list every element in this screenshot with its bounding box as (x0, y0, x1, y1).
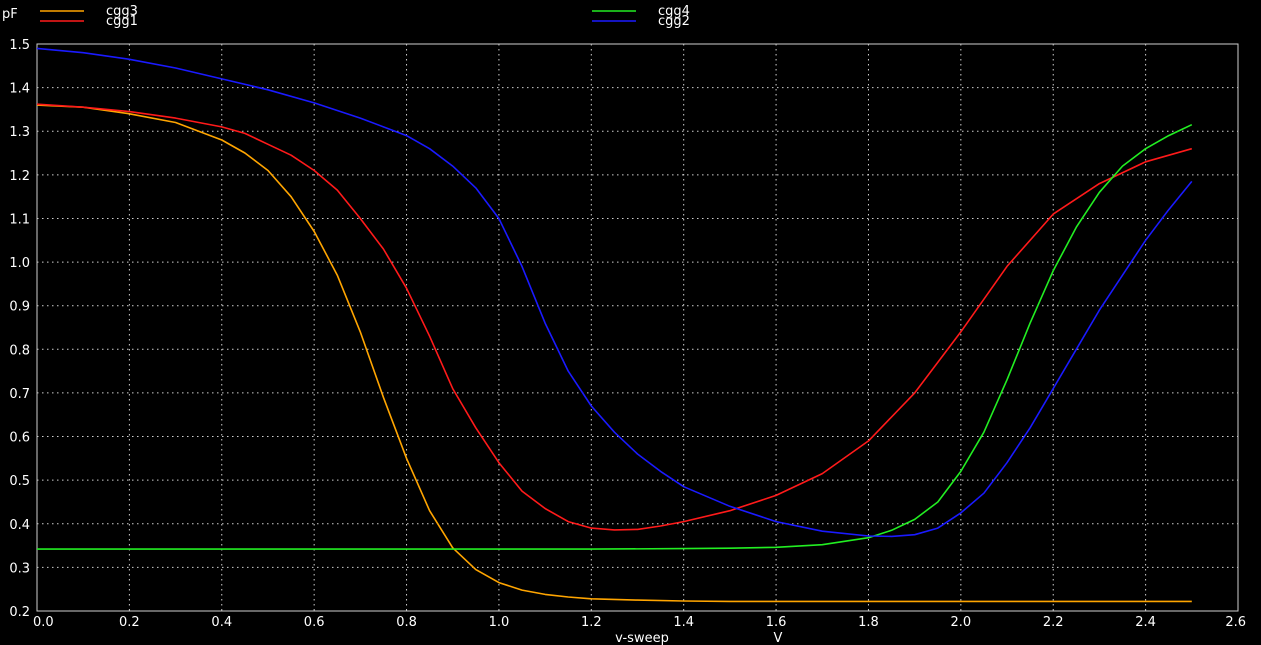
y-tick-label: 0.5 (9, 474, 30, 489)
x-tick-label: 1.4 (673, 615, 694, 630)
x-tick-label: 0.0 (33, 615, 54, 630)
y-tick-label: 0.6 (9, 431, 30, 446)
plot-frame (36, 43, 1239, 612)
series-line-cgg1 (36, 103, 1193, 531)
x-tick-label: 2.2 (1043, 615, 1064, 630)
x-tick-label: 2.4 (1135, 615, 1156, 630)
y-tick-label: 0.3 (9, 561, 30, 576)
series-lines (36, 47, 1193, 603)
y-tick-label: 0.8 (9, 343, 30, 358)
legend-label-cgg3: cgg3 (106, 4, 138, 19)
x-tick-label: 2.0 (951, 615, 972, 630)
x-tick-label: 1.8 (858, 615, 879, 630)
y-tick-label: 1.4 (9, 82, 30, 97)
y-tick-label: 1.3 (9, 125, 30, 140)
x-tick-label: 0.6 (304, 615, 325, 630)
y-tick-label: 0.9 (9, 300, 30, 315)
y-tick-label: 0.2 (9, 605, 30, 620)
x-tick-label: 1.6 (766, 615, 787, 630)
y-tick-label: 1.1 (9, 212, 30, 227)
series-line-cgg4 (37, 123, 1193, 550)
series-line-cgg2 (36, 47, 1193, 538)
y-unit-label: pF (2, 7, 18, 22)
y-tick-label: 1.5 (9, 38, 30, 53)
x-tick-label: 0.4 (211, 615, 232, 630)
y-tick-label: 1.2 (9, 169, 30, 184)
legend-label-cgg1: cgg1 (106, 14, 138, 29)
y-tick-label: 1.0 (9, 256, 30, 271)
x-unit-label: V (774, 631, 783, 645)
legend-label-cgg2: cgg2 (658, 14, 690, 29)
tick-labels: 0.0 0.2 0.4 0.6 0.8 1.0 1.2 1.4 1.6 1.8 2.0 2.2 2.4 2… (9, 38, 1246, 630)
x-tick-label: 0.2 (119, 615, 140, 630)
x-tick-label: 1.0 (489, 615, 510, 630)
x-tick-label: 0.8 (396, 615, 417, 630)
y-tick-label: 0.4 (9, 518, 30, 533)
series-line-cgg3 (36, 104, 1192, 603)
x-axis-label: v-sweep (615, 631, 669, 645)
x-tick-label: 1.2 (581, 615, 602, 630)
legend-label-cgg4: cgg4 (658, 4, 690, 19)
y-tick-label: 0.7 (9, 387, 30, 402)
x-tick-label: 2.6 (1225, 615, 1246, 630)
